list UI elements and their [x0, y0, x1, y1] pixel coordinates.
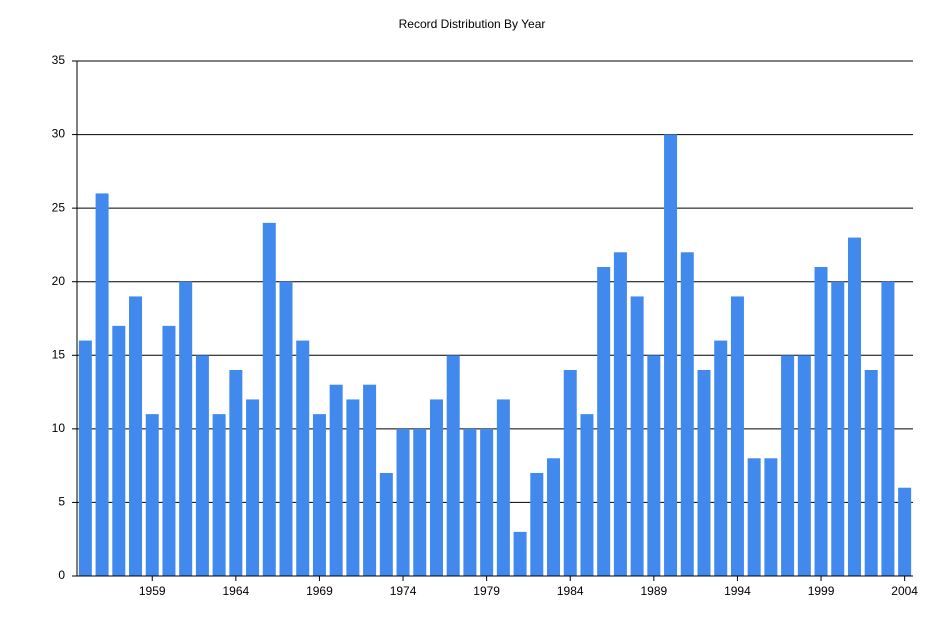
bar — [446, 355, 460, 576]
x-tick-label: 1959 — [139, 584, 166, 598]
bar — [179, 281, 193, 576]
bar — [864, 370, 878, 576]
bar — [764, 458, 778, 576]
y-tick-label: 10 — [52, 421, 66, 435]
bar — [129, 296, 143, 576]
bar — [898, 487, 912, 576]
bar — [480, 428, 494, 576]
bar — [463, 428, 477, 576]
bar — [697, 370, 711, 576]
y-tick-label: 35 — [52, 53, 66, 67]
bar — [647, 355, 661, 576]
bar — [530, 473, 544, 576]
bar — [262, 222, 276, 576]
x-tick-label: 1974 — [390, 584, 417, 598]
x-tick-label: 1994 — [724, 584, 751, 598]
bar — [831, 281, 845, 576]
bar — [847, 237, 861, 577]
x-tick-label: 1989 — [640, 584, 667, 598]
bar — [814, 267, 828, 576]
y-tick-label: 30 — [52, 127, 66, 141]
bar — [329, 384, 343, 576]
bar — [346, 399, 360, 576]
bar — [95, 193, 109, 576]
y-tick-label: 0 — [58, 568, 65, 582]
bar — [597, 267, 611, 576]
bar — [563, 370, 577, 576]
bar — [429, 399, 443, 576]
bar — [747, 458, 761, 576]
x-tick-label: 1984 — [557, 584, 584, 598]
y-tick-label: 5 — [58, 495, 65, 509]
bar — [112, 325, 126, 576]
x-tick-label: 1979 — [473, 584, 500, 598]
x-tick-label: 2004 — [891, 584, 918, 598]
bar — [279, 281, 293, 576]
bar — [714, 340, 728, 576]
bar — [162, 325, 176, 576]
bar — [312, 414, 326, 576]
bar — [630, 296, 644, 576]
bar — [613, 252, 627, 577]
bar — [246, 399, 260, 576]
bar — [78, 340, 92, 576]
bar — [496, 399, 510, 576]
x-tick-label: 1969 — [306, 584, 333, 598]
y-tick-label: 15 — [52, 347, 66, 361]
bar — [363, 384, 377, 576]
bar — [580, 414, 594, 576]
bar — [797, 355, 811, 576]
bar — [379, 473, 393, 576]
bar — [881, 281, 895, 576]
bar — [413, 428, 427, 576]
bar — [781, 355, 795, 576]
bar — [195, 355, 209, 576]
bar — [513, 531, 527, 576]
bar — [396, 428, 410, 576]
bar — [229, 370, 243, 576]
y-tick-label: 20 — [52, 274, 66, 288]
x-tick-label: 1999 — [808, 584, 835, 598]
chart-title: Record Distribution By Year — [399, 17, 546, 31]
bar — [145, 414, 159, 576]
bar — [547, 458, 561, 576]
bar — [212, 414, 226, 576]
bar — [296, 340, 310, 576]
bar — [730, 296, 744, 576]
bar — [664, 134, 678, 577]
y-tick-label: 25 — [52, 200, 66, 214]
bar — [680, 252, 694, 577]
x-tick-label: 1964 — [222, 584, 249, 598]
